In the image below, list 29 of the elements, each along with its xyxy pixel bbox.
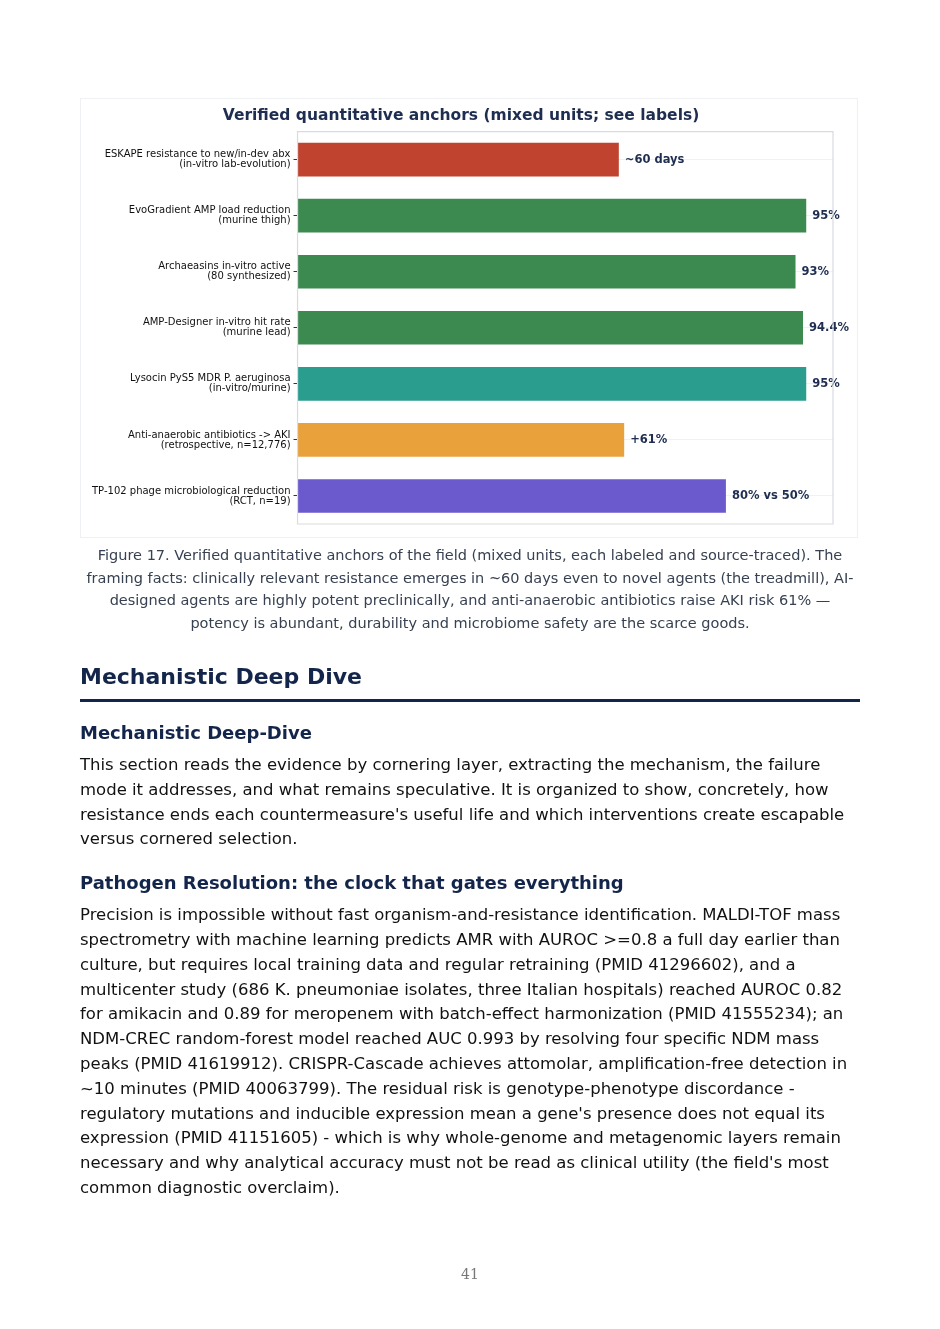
text: Mechanistic Deep Dive (80, 664, 860, 702)
bar (297, 367, 807, 401)
data-label: 95% (812, 207, 841, 222)
text: Mechanistic Deep-Dive (80, 722, 313, 743)
data-label: 93% (801, 263, 830, 278)
bar (297, 198, 807, 233)
y-tick-label: Anti-anaerobic antibiotics -> AKI (retrospective, n=12,776) (127, 428, 291, 450)
chart-title: Verified quantitative anchors (mixed units; see labels) (222, 106, 700, 125)
bar (297, 142, 619, 177)
data-label: +61% (630, 431, 668, 446)
text: 41 (460, 1266, 480, 1282)
bar (297, 254, 796, 289)
y-tick-label: EvoGradient AMP load reduction (murine thigh) (128, 204, 291, 226)
caption: Figure 17. Verified quantitative anchors of the field (mixed units, each labeled and source-traced). The framing facts: clinically relevant resistance emerges in ~60 days even to novel agents (the treadmill), AI-designed agents are highly potent preclinically, and anti-anaerobic antibiotics raise AKI risk 61% — potency is abundant, durability and microbiome safety are the scarce goods. (85, 546, 855, 633)
bar (297, 423, 625, 457)
data-label: 95% (812, 375, 841, 390)
y-tick-label: AMP-Designer in-vitro hit rate (murine lead) (142, 316, 291, 338)
data-label: 94.4% (809, 319, 850, 334)
y-tick-label: Archaeasins in-vitro active (80 synthesized) (158, 260, 291, 282)
text: Precision is impossible without fast organism-and-resistance identification. MALDI-TOF mass spectrometry with machine learning predicts AMR with AUROC >=0.8 a full day earlier than culture, but requires local training data and regular retraining (PMID 41296602), and a multicenter study (686 K. pneumoniae isolates, three Italian hospitals) reached AUROC 0.82 for amikacin and 0.89 for meropenem with batch-effect harmonization (PMID 41555234); an NDM-CREC random-forest model reached AUC 0.993 by resolving four specific NDM mass peaks (PMID 41619912). CRISPR-Cascade achieves attomolar, amplification-free detection in ~10 minutes (PMID 40063799). The residual risk is genotype-phenotype discordance - regulatory mutations and inducible expression mean a gene's presence does not equal its expression (PMID 41151605) - which is why whole-genome and metagenomic layers remain necessary and why analytical accuracy must not be read as clinical utility (the field's most common diagnostic overclaim). (80, 905, 848, 1197)
data-label: ~60 days (624, 151, 685, 166)
data-label: 80% vs 50% (731, 487, 810, 502)
y-tick-label: TP-102 phage microbiological reduction (RCT, n=19) (91, 484, 291, 506)
text: Pathogen Resolution: the clock that gates everything (80, 872, 625, 894)
y-tick-label: Lysocin PyS5 MDR P. aeruginosa (in-vitro/murine) (130, 372, 291, 394)
y-tick-label: ESKAPE resistance to new/in-dev abx (in-vitro lab-evolution) (104, 148, 291, 170)
bar (297, 310, 804, 345)
bar (297, 479, 726, 513)
text: This section reads the evidence by cornering layer, extracting the mechanism, the failure mode it addresses, and what remains speculative. It is organized to show, concretely, how resistance ends each countermeasure's useful life and which interventions create escapable versus cornered selection. (80, 754, 846, 851)
